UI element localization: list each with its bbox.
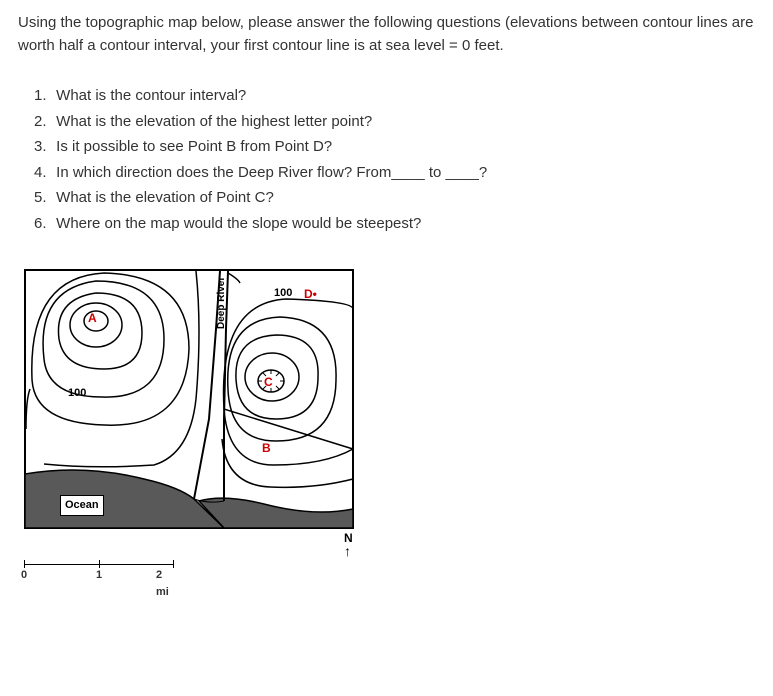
north-arrow-icon: ↑ xyxy=(344,541,351,562)
topographic-map: A B C D• 100 100 Ocean Deep River N ↑ 0 … xyxy=(24,269,354,579)
ocean-label: Ocean xyxy=(60,495,104,516)
question-item: 6. Where on the map would the slope woul… xyxy=(34,213,755,236)
question-item: 2. What is the elevation of the highest … xyxy=(34,111,755,134)
question-text: What is the elevation of Point C? xyxy=(56,189,274,206)
point-c-label: C xyxy=(264,373,273,391)
point-a-label: A xyxy=(88,309,97,327)
intro-text: Using the topographic map below, please … xyxy=(18,12,755,57)
point-b-label: B xyxy=(262,439,271,457)
question-list: 1. What is the contour interval? 2. What… xyxy=(18,85,755,235)
river-label: Deep River xyxy=(214,277,229,329)
question-text: What is the contour interval? xyxy=(56,87,246,104)
question-text: Is it possible to see Point B from Point… xyxy=(56,138,332,155)
question-item: 5. What is the elevation of Point C? xyxy=(34,187,755,210)
question-item: 3. Is it possible to see Point B from Po… xyxy=(34,136,755,159)
scale-tick-1: 1 xyxy=(96,567,102,584)
question-text: Where on the map would the slope would b… xyxy=(56,215,421,232)
question-item: 1. What is the contour interval? xyxy=(34,85,755,108)
question-text: In which direction does the Deep River f… xyxy=(56,164,487,181)
point-d-label: D• xyxy=(304,285,317,303)
scale-unit: 2 mi xyxy=(156,567,174,600)
question-item: 4. In which direction does the Deep Rive… xyxy=(34,162,755,185)
scale-tick-0: 0 xyxy=(21,567,27,584)
map-scale: 0 1 2 mi xyxy=(24,560,174,579)
contour-label-100-right: 100 xyxy=(274,285,292,302)
question-text: What is the elevation of the highest let… xyxy=(56,113,372,130)
contour-label-100-left: 100 xyxy=(68,385,86,402)
